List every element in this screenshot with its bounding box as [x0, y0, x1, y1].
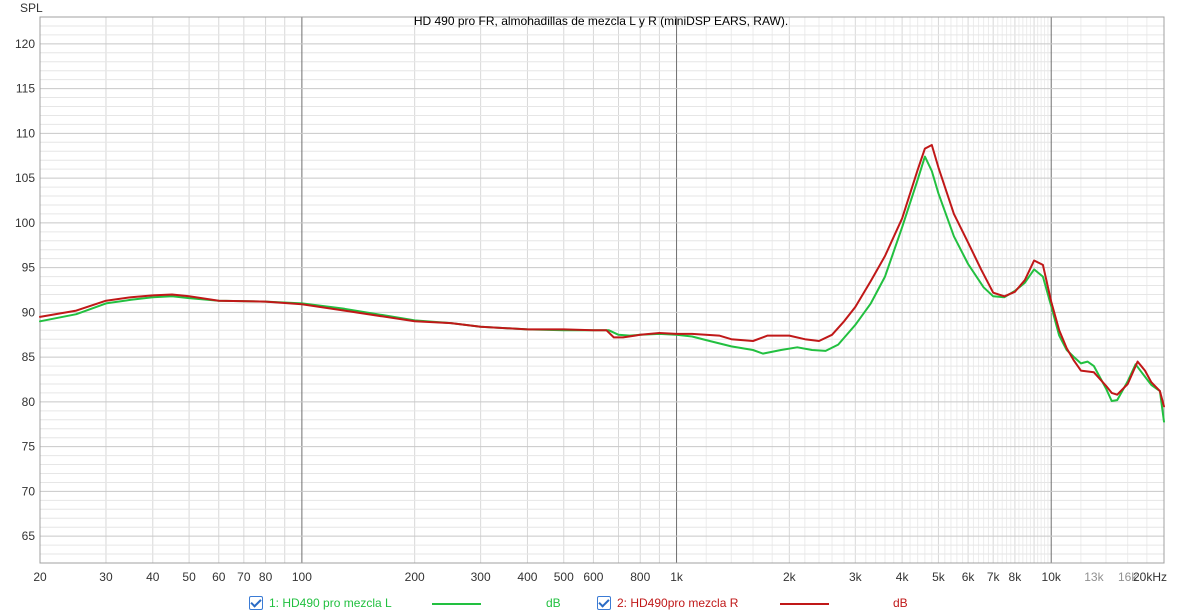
x-tick-label: 70	[237, 570, 251, 584]
y-tick-label: 110	[16, 126, 35, 140]
legend-swatch-l	[432, 603, 481, 605]
legend-label-l: 1: HD490 pro mezcla L	[269, 596, 392, 610]
y-tick-label: 70	[22, 484, 36, 498]
legend-unit-l: dB	[546, 596, 561, 610]
y-tick-label: 90	[22, 305, 36, 319]
y-tick-label: 95	[22, 261, 36, 275]
x-axis-ticks: 20 30 40 50 60 70 80 100 200 300 400 500 600 800 1k 2k 3…	[33, 570, 1167, 584]
y-tick-label: 100	[15, 216, 35, 230]
y-tick-label: 75	[22, 440, 36, 454]
x-tick-label: 7k	[987, 570, 1001, 584]
y-tick-label: 80	[22, 395, 36, 409]
x-tick-label: 20	[33, 570, 47, 584]
legend-swatch-r	[780, 603, 829, 605]
chart-title: HD 490 pro FR, almohadillas de mezcla L …	[414, 14, 788, 28]
x-tick-label: 200	[405, 570, 425, 584]
series-line-l	[39, 155, 1165, 423]
y-axis-label: SPL	[20, 1, 43, 15]
y-tick-label: 105	[15, 171, 35, 185]
x-tick-label: 500	[554, 570, 574, 584]
legend: 1: HD490 pro mezcla L dB 2: HD490pro mez…	[0, 592, 1183, 615]
checkbox-icon[interactable]	[597, 596, 611, 610]
x-tick-label: 40	[146, 570, 160, 584]
x-tick-label: 30	[99, 570, 113, 584]
x-tick-label: 4k	[896, 570, 910, 584]
legend-item-r[interactable]: 2: HD490pro mezcla R	[597, 596, 738, 610]
y-tick-label: 65	[22, 529, 36, 543]
x-tick-label: 10k	[1042, 570, 1062, 584]
x-tick-label: 6k	[962, 570, 976, 584]
x-tick-label: 20kHz	[1133, 570, 1167, 584]
y-axis-ticks: 65 70 75 80 85 90 95 100 105 110 115 120	[15, 37, 35, 543]
series-line-r	[39, 144, 1165, 408]
plot-frame	[39, 16, 1165, 564]
x-tick-label: 80	[259, 570, 273, 584]
minor-grid	[39, 16, 1165, 564]
x-tick-label: 3k	[849, 570, 863, 584]
legend-label-r: 2: HD490pro mezcla R	[617, 596, 739, 610]
x-tick-label: 300	[471, 570, 491, 584]
legend-item-l[interactable]: 1: HD490 pro mezcla L	[249, 596, 392, 610]
x-tick-label: 600	[583, 570, 603, 584]
x-tick-label: 100	[292, 570, 312, 584]
checkbox-icon[interactable]	[249, 596, 263, 610]
y-tick-label: 115	[16, 82, 35, 96]
x-tick-label: 800	[630, 570, 650, 584]
x-tick-label: 2k	[783, 570, 797, 584]
x-tick-label: 400	[517, 570, 537, 584]
major-grid	[40, 17, 1164, 563]
frequency-response-chart: 65 70 75 80 85 90 95 100 105 110 115 120 20 30 40 50 60…	[15, 1, 1167, 584]
x-tick-label: 50	[182, 570, 196, 584]
x-tick-label: 5k	[932, 570, 946, 584]
series-layer	[39, 144, 1165, 423]
legend-unit-r: dB	[893, 596, 908, 610]
x-tick-label: 13k	[1084, 570, 1104, 584]
y-tick-label: 85	[22, 350, 36, 364]
y-tick-label: 120	[15, 37, 35, 51]
x-tick-label: 16k	[1118, 570, 1138, 584]
x-tick-label: 8k	[1009, 570, 1023, 584]
x-tick-label: 1k	[670, 570, 684, 584]
x-tick-label: 60	[212, 570, 226, 584]
